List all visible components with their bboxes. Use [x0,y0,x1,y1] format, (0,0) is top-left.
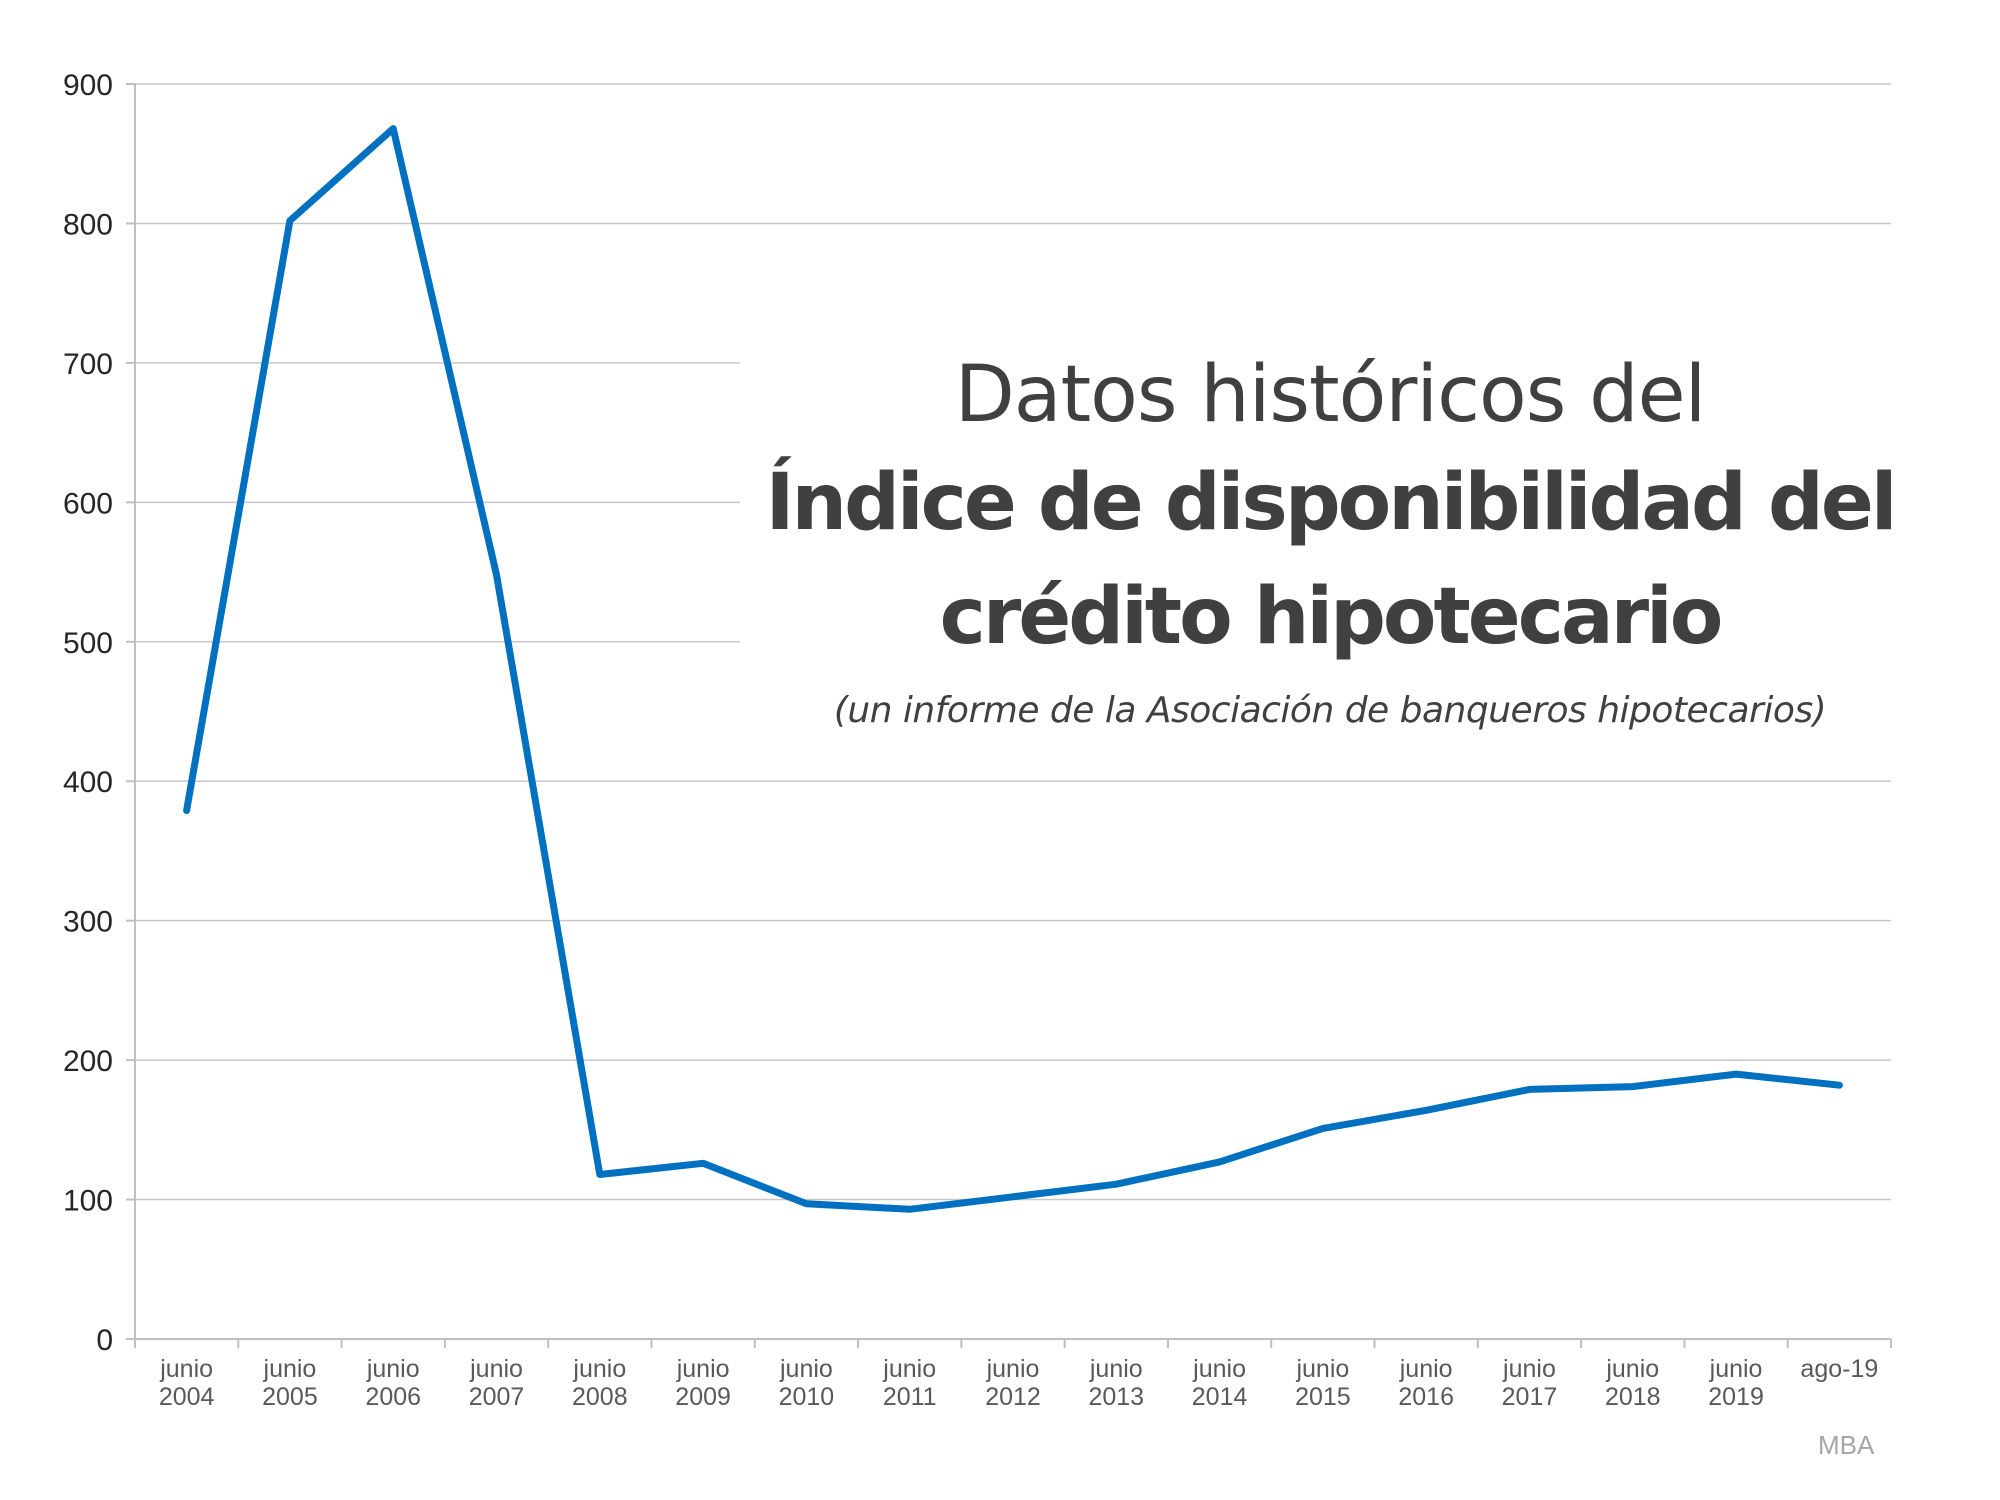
x-tick-label-year: 2004 [159,1383,215,1411]
title-line-2: Índice de disponibilidad del [765,458,1898,548]
x-tick-label: junio [1399,1355,1453,1383]
y-tick-label: 500 [63,627,113,660]
title-line-1: Datos históricos del [954,350,1707,440]
x-tick-label: ago-19 [1800,1355,1878,1383]
axes [126,83,1892,1348]
subtitle: (un informe de la Asociación de banquero… [833,690,1827,731]
x-tick-label: junio [1502,1355,1556,1383]
y-tick-label: 0 [96,1324,113,1357]
x-tick-label: junio [1605,1355,1659,1383]
x-tick-label-year: 2015 [1295,1383,1351,1411]
source-label: MBA [1818,1430,1875,1460]
y-axis-labels: 0 100 200 300 400 500 600 700 800 900 [63,69,113,1357]
x-tick-label-year: 2009 [675,1383,731,1411]
x-tick-label-year: 2017 [1502,1383,1558,1411]
x-tick-label: junio [366,1355,420,1383]
y-tick-label: 100 [63,1185,113,1218]
y-tick-label: 900 [63,69,113,102]
title-line-3: crédito hipotecario [939,572,1724,662]
x-tick-label-year: 2005 [262,1383,318,1411]
x-tick-label-year: 2014 [1192,1383,1248,1411]
x-tick-label: junio [572,1355,626,1383]
x-tick-label: junio [882,1355,936,1383]
x-tick-label-year: 2007 [469,1383,525,1411]
x-tick-label: junio [159,1355,213,1383]
x-tick-label-year: 2019 [1708,1383,1764,1411]
y-tick-label: 600 [63,487,113,520]
x-tick-label: junio [1089,1355,1143,1383]
x-tick-label: junio [469,1355,523,1383]
y-tick-label: 700 [63,348,113,381]
y-tick-label: 400 [63,766,113,799]
x-tick-label-year: 2011 [883,1383,937,1411]
x-tick-label-year: 2008 [572,1383,628,1411]
x-tick-label: junio [1192,1355,1246,1383]
x-tick-label-year: 2018 [1605,1383,1661,1411]
x-tick-label-year: 2006 [365,1383,421,1411]
y-tick-label: 800 [63,208,113,241]
x-tick-label: junio [1295,1355,1349,1383]
series-line [183,125,1843,1213]
x-tick-label-year: 2013 [1088,1383,1144,1411]
x-tick-label: junio [676,1355,730,1383]
chart-title-block: Datos históricos del Índice de disponibi… [740,340,1920,760]
x-tick-label: junio [986,1355,1040,1383]
x-tick-label-year: 2010 [779,1383,835,1411]
x-axis-labels: junio2004junio2005junio2006junio2007juni… [159,1355,1878,1411]
x-tick-label: junio [1709,1355,1763,1383]
x-tick-label-year: 2016 [1398,1383,1454,1411]
x-tick-label: junio [263,1355,317,1383]
x-tick-label: junio [779,1355,833,1383]
x-tick-label-year: 2012 [985,1383,1041,1411]
y-tick-label: 300 [63,906,113,939]
y-tick-label: 200 [63,1045,113,1078]
